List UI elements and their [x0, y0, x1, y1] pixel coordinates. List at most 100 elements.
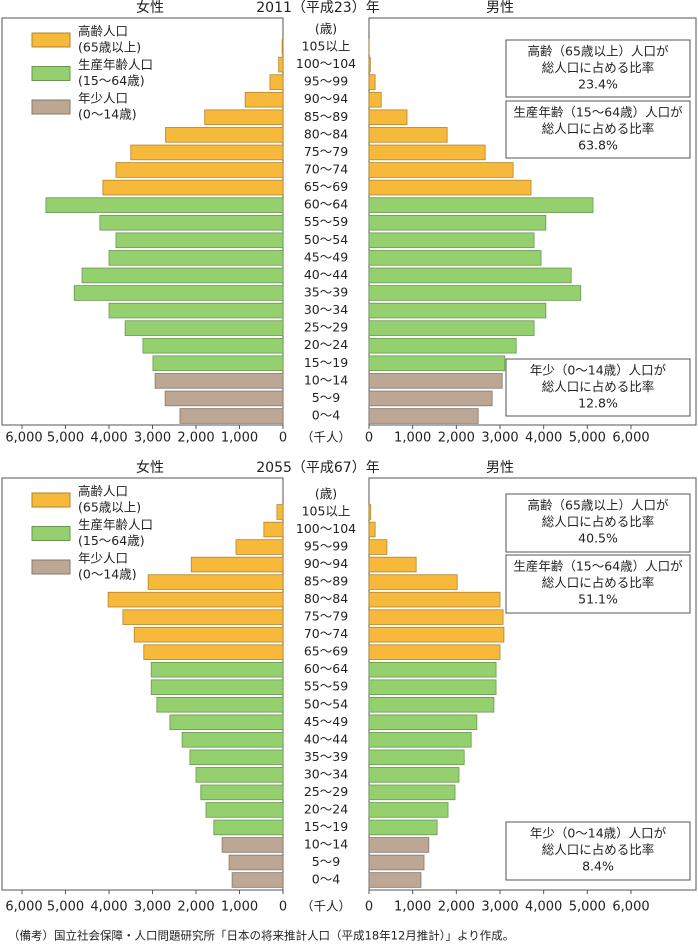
female-bar	[189, 749, 284, 766]
female-label: 女性	[136, 0, 164, 16]
male-bar	[368, 749, 465, 766]
male-bar	[368, 197, 594, 213]
male-bar	[368, 784, 456, 801]
legend-name: 生産年齢人口	[78, 57, 153, 72]
x-tick-label: 3,000	[481, 431, 518, 446]
age-label: 100～104	[296, 521, 356, 536]
legend-name: 年少人口	[78, 91, 128, 106]
annotation-text: 51.1%	[578, 592, 618, 607]
female-bar	[181, 732, 284, 748]
female-bar	[190, 556, 284, 573]
annotation-text: 8.4%	[582, 859, 614, 874]
age-label: 85～89	[304, 109, 348, 124]
female-bar	[142, 337, 284, 354]
female-bar	[156, 697, 284, 713]
x-tick-label: 6,000	[5, 431, 42, 446]
female-bar	[195, 767, 284, 783]
age-label: 70～74	[304, 626, 348, 641]
legend-note: (15～64歳)	[78, 73, 145, 88]
x-tick-label: 1,000	[221, 900, 258, 915]
female-bar	[164, 390, 284, 407]
age-label: 15～19	[304, 819, 348, 834]
age-label: 95～99	[304, 74, 348, 89]
age-label: 35～39	[304, 749, 348, 764]
female-bar	[278, 56, 284, 73]
age-label: 20～24	[304, 801, 348, 816]
age-label: 60～64	[304, 197, 348, 212]
x-tick-label: 4,000	[90, 900, 127, 915]
age-label: 75～79	[304, 144, 348, 159]
female-bar	[124, 320, 284, 336]
x-tick-label: 5,000	[47, 431, 84, 446]
age-label: 90～94	[304, 91, 348, 106]
x-tick-label: 3,000	[134, 900, 171, 915]
male-bar	[368, 56, 371, 73]
male-label: 男性	[486, 460, 514, 476]
age-label: 45～49	[304, 249, 348, 264]
annotation-box	[505, 100, 691, 159]
female-bar	[99, 214, 284, 231]
x-tick-label: 5,000	[569, 900, 606, 915]
male-bar	[368, 285, 582, 301]
female-bar	[150, 661, 284, 678]
female-bar	[205, 802, 284, 818]
legend-note: (0～14歳)	[78, 567, 137, 582]
x-tick-label: 2,000	[438, 431, 475, 446]
annotation-text: 総人口に占める比率	[542, 379, 655, 394]
age-label: 65～69	[304, 644, 348, 659]
x-unit: （千人）	[301, 430, 351, 445]
female-bar	[244, 91, 284, 108]
age-label: 80～84	[304, 591, 348, 606]
male-bar	[368, 732, 472, 748]
x-tick-label: 6,000	[5, 900, 42, 915]
age-label: 55～59	[304, 214, 348, 229]
male-bar	[368, 74, 376, 90]
age-label: 15～19	[304, 355, 348, 370]
female-bar	[102, 179, 284, 196]
female-bar	[45, 197, 284, 213]
male-bar	[368, 661, 497, 678]
female-bar	[231, 872, 284, 888]
age-label: 50～54	[304, 232, 348, 247]
age-label: 5～9	[312, 390, 340, 405]
x-tick-label: 6,000	[612, 431, 649, 446]
female-bar	[130, 144, 284, 161]
annotation-text: 23.4%	[578, 77, 618, 92]
x-tick-label: 4,000	[90, 431, 127, 446]
male-bar	[368, 819, 438, 836]
male-bar	[368, 854, 425, 871]
legend-note: (0～14歳)	[78, 107, 137, 122]
male-bar	[368, 127, 448, 143]
age-label: 45～49	[304, 714, 348, 729]
age-label: 80～84	[304, 126, 348, 141]
annotation-text: 高齢（65歳以上）人口が	[528, 44, 669, 59]
legend-name: 年少人口	[78, 551, 128, 566]
male-bar	[368, 837, 430, 853]
male-bar	[368, 679, 497, 695]
age-label: 65～69	[304, 179, 348, 194]
male-bar	[368, 267, 572, 284]
male-bar	[368, 337, 517, 354]
female-bar	[263, 521, 284, 538]
annotation-text: 総人口に占める比率	[542, 60, 655, 75]
female-bar	[115, 162, 284, 178]
female-bar	[269, 74, 284, 90]
annotation-text: 生産年齢（15～64歳）人口が	[513, 559, 683, 574]
male-bar	[368, 162, 514, 178]
legend-name: 高齢人口	[78, 484, 128, 499]
male-bar	[368, 574, 458, 590]
male-bar	[368, 302, 547, 319]
female-bar	[133, 626, 284, 643]
male-bar	[368, 872, 422, 888]
male-bar	[368, 714, 478, 731]
female-bar	[200, 784, 284, 801]
x-tick-label: 3,000	[134, 431, 171, 446]
male-bar	[368, 179, 532, 196]
male-bar	[368, 697, 495, 713]
legend-swatch	[31, 32, 71, 48]
male-bar	[368, 767, 460, 783]
annotation-text: 総人口に占める比率	[542, 575, 655, 590]
female-bar	[150, 679, 284, 695]
female-bar	[108, 250, 284, 266]
